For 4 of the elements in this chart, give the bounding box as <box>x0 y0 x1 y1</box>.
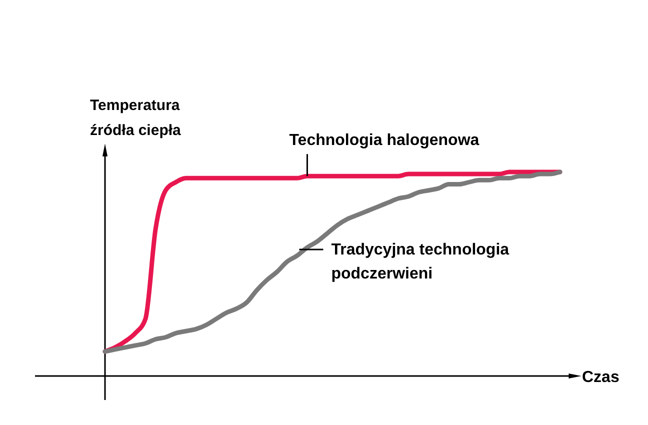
series-label: Tradycyjna technologia podczerwieni <box>331 241 510 282</box>
y-axis-title: Temperatura źródła ciepła <box>90 97 182 139</box>
x-axis-title: Czas <box>582 369 620 386</box>
series-label: Technologia halogenowa <box>289 132 480 150</box>
